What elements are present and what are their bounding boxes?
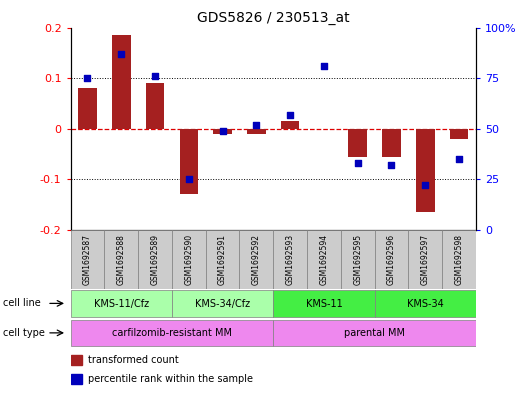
Bar: [273, 320, 476, 346]
Text: GSM1692588: GSM1692588: [117, 234, 126, 285]
Text: GSM1692589: GSM1692589: [151, 234, 160, 285]
Bar: [105, 230, 138, 289]
Bar: [71, 355, 82, 365]
Text: KMS-34: KMS-34: [407, 299, 444, 309]
Bar: [78, 88, 97, 129]
Bar: [307, 230, 341, 289]
Text: KMS-34/Cfz: KMS-34/Cfz: [195, 299, 250, 309]
Text: GSM1692595: GSM1692595: [353, 234, 362, 285]
Text: GSM1692593: GSM1692593: [286, 234, 294, 285]
Bar: [450, 129, 468, 139]
Text: cell type: cell type: [3, 328, 44, 338]
Bar: [281, 121, 300, 129]
Point: [252, 121, 260, 128]
Bar: [179, 129, 198, 195]
Text: carfilzomib-resistant MM: carfilzomib-resistant MM: [112, 328, 232, 338]
Point: [455, 156, 463, 162]
Bar: [341, 230, 374, 289]
Bar: [442, 230, 476, 289]
Bar: [112, 35, 131, 129]
Bar: [240, 230, 273, 289]
Point: [117, 51, 126, 57]
Text: percentile rank within the sample: percentile rank within the sample: [88, 374, 253, 384]
Bar: [71, 230, 105, 289]
Text: KMS-11/Cfz: KMS-11/Cfz: [94, 299, 149, 309]
Text: GSM1692596: GSM1692596: [387, 234, 396, 285]
Bar: [247, 129, 266, 134]
Point: [185, 176, 193, 182]
Title: GDS5826 / 230513_at: GDS5826 / 230513_at: [197, 11, 349, 25]
Point: [320, 63, 328, 69]
Bar: [172, 290, 273, 317]
Bar: [71, 374, 82, 384]
Bar: [374, 290, 476, 317]
Bar: [71, 320, 273, 346]
Bar: [172, 230, 206, 289]
Point: [354, 160, 362, 166]
Bar: [138, 230, 172, 289]
Text: parental MM: parental MM: [344, 328, 405, 338]
Text: GSM1692598: GSM1692598: [454, 234, 463, 285]
Bar: [348, 129, 367, 156]
Bar: [408, 230, 442, 289]
Bar: [374, 230, 408, 289]
Text: KMS-11: KMS-11: [305, 299, 343, 309]
Bar: [146, 83, 164, 129]
Text: GSM1692590: GSM1692590: [184, 234, 194, 285]
Text: GSM1692592: GSM1692592: [252, 234, 261, 285]
Point: [421, 182, 429, 189]
Text: GSM1692587: GSM1692587: [83, 234, 92, 285]
Point: [83, 75, 92, 81]
Bar: [71, 290, 172, 317]
Text: transformed count: transformed count: [88, 355, 178, 365]
Point: [286, 111, 294, 118]
Bar: [213, 129, 232, 134]
Text: cell line: cell line: [3, 298, 40, 309]
Point: [151, 73, 159, 79]
Point: [219, 128, 227, 134]
Point: [388, 162, 396, 168]
Bar: [416, 129, 435, 212]
Bar: [273, 290, 374, 317]
Bar: [382, 129, 401, 156]
Text: GSM1692597: GSM1692597: [421, 234, 430, 285]
Text: GSM1692594: GSM1692594: [320, 234, 328, 285]
Bar: [273, 230, 307, 289]
Text: GSM1692591: GSM1692591: [218, 234, 227, 285]
Bar: [206, 230, 240, 289]
